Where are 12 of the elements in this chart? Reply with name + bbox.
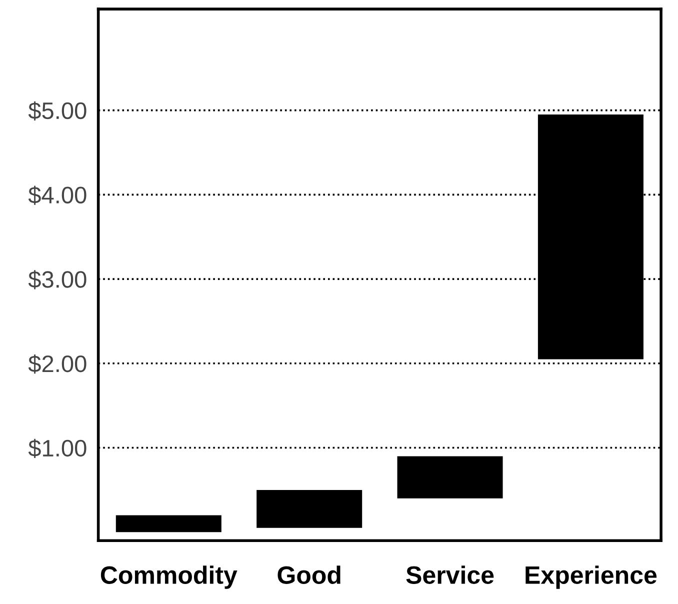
bar xyxy=(397,456,503,498)
y-tick-label: $2.00 xyxy=(28,354,86,374)
y-tick-label: $4.00 xyxy=(28,186,86,205)
bar xyxy=(116,515,222,532)
x-tick-label: Service xyxy=(406,566,494,584)
x-tick-label: Good xyxy=(278,566,340,584)
x-tick-label: Experience xyxy=(526,566,657,589)
bar xyxy=(256,490,362,528)
y-tick-label: $5.00 xyxy=(28,101,86,120)
x-tick-label: Commodity xyxy=(100,566,238,589)
y-tick-label: $1.00 xyxy=(28,438,86,458)
y-tick-label: $3.00 xyxy=(28,270,86,290)
